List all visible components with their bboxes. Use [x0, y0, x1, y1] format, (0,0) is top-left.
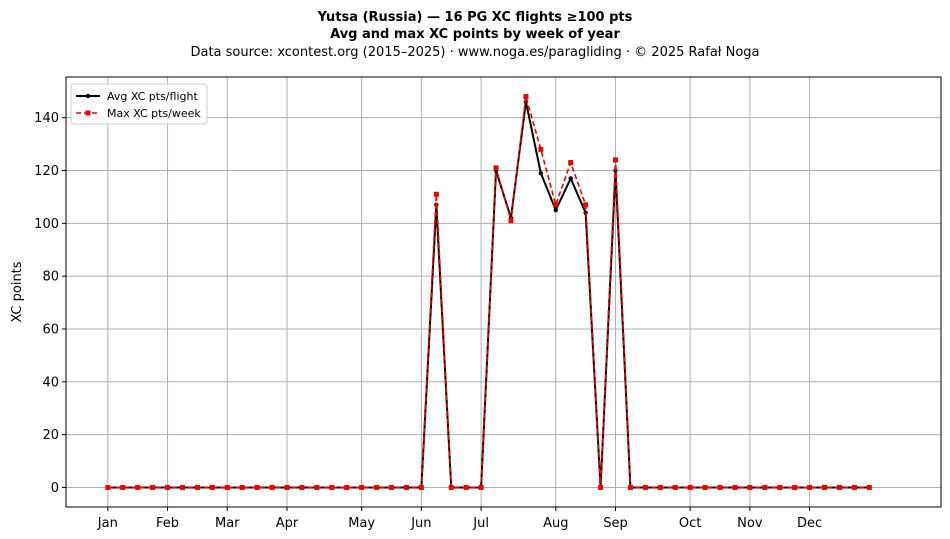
series-max-point	[777, 484, 783, 490]
x-tick-label: Jul	[472, 516, 489, 531]
series-max-point	[627, 484, 633, 490]
series-max-point	[418, 484, 424, 490]
series-max-point	[105, 484, 111, 490]
legend: Avg XC pts/flight Max XC pts/week	[70, 83, 208, 125]
x-tick-label: Mar	[215, 516, 240, 531]
series-max-point	[866, 484, 872, 490]
series-max-point	[657, 484, 663, 490]
series-max-point	[179, 484, 185, 490]
series-avg-point	[553, 207, 558, 213]
series-max-point	[269, 484, 275, 490]
series-max-point	[433, 191, 439, 197]
legend-max-label: Max XC pts/week	[107, 107, 201, 120]
x-tick-label: Sep	[603, 516, 628, 531]
series-max-point	[762, 484, 768, 490]
plot-frame	[65, 76, 942, 508]
chart-title-line-2: Avg and max XC points by week of year	[330, 27, 620, 42]
series-max-point	[374, 484, 380, 490]
y-tick-label: 20	[42, 428, 59, 443]
series-max-point	[508, 218, 514, 224]
series-max-line	[107, 95, 870, 489]
series-max-point	[583, 202, 589, 208]
series-avg-point	[538, 170, 544, 176]
series-max-point	[732, 484, 738, 490]
series-max-point	[523, 94, 529, 100]
series-avg-point	[568, 176, 573, 181]
x-tick-label: Apr	[276, 516, 299, 531]
series-max-point	[538, 146, 544, 152]
grid	[66, 77, 941, 507]
chart-title-line-1: Yutsa (Russia) — 16 PG XC flights ≥100 p…	[317, 10, 633, 25]
y-tick-label: 100	[34, 217, 59, 232]
y-axis: 0 20 40 60 80 100 120 140	[34, 111, 66, 496]
legend-avg-label: Avg XC pts/flight	[107, 90, 198, 103]
x-tick-label: Nov	[737, 516, 763, 531]
series-max-point	[165, 484, 171, 490]
series-max-point	[568, 160, 574, 166]
y-tick-label: 0	[51, 481, 59, 496]
series-max-point	[314, 484, 320, 490]
series-max-point	[299, 484, 305, 490]
series-max-point	[792, 484, 798, 490]
y-tick-label: 80	[42, 270, 59, 285]
legend-box	[70, 83, 208, 125]
series-max-point	[344, 484, 350, 490]
series-max-point	[642, 484, 648, 490]
x-tick-label: Jan	[97, 516, 118, 531]
legend-max-marker	[85, 110, 91, 116]
series-max-point	[194, 484, 200, 490]
x-tick-label: Oct	[679, 516, 701, 531]
series-max-point	[493, 165, 499, 171]
series-max-point	[598, 484, 604, 490]
x-tick-label: Feb	[156, 516, 179, 531]
series-max-point	[717, 484, 723, 490]
y-axis-label: XC points	[10, 261, 25, 322]
y-tick-label: 40	[42, 375, 59, 390]
series-max-point	[135, 484, 141, 490]
series-max-point	[224, 484, 230, 490]
y-tick-label: 120	[34, 164, 59, 179]
series-max-point	[389, 484, 395, 490]
x-tick-label: May	[348, 516, 375, 531]
series-max-point	[747, 484, 753, 490]
x-tick-label: Aug	[543, 516, 568, 531]
series-max-point	[836, 484, 842, 490]
series-max-point	[463, 484, 469, 490]
y-tick-label: 140	[34, 111, 59, 126]
x-tick-label: Dec	[797, 516, 822, 531]
series-max-point	[702, 484, 708, 490]
series-max-point	[120, 484, 126, 490]
y-tick-label: 60	[42, 322, 59, 337]
chart-subtitle: Data source: xcontest.org (2015–2025) · …	[190, 45, 759, 60]
series-max-point	[239, 484, 245, 490]
series-max-point	[403, 484, 409, 490]
x-tick-label: Jun	[410, 516, 431, 531]
series-max-point	[687, 484, 693, 490]
series-max-point	[150, 484, 156, 490]
series-avg-line	[107, 100, 870, 489]
series-max-point	[851, 484, 857, 490]
series-max-point	[284, 484, 290, 490]
series-max-point	[672, 484, 678, 490]
series-max-point	[209, 484, 215, 490]
x-axis: Jan Feb Mar Apr May Jun Jul Aug Sep Oct Nov Dec	[97, 507, 822, 531]
series-max-point	[478, 484, 484, 490]
series-max-point	[553, 202, 559, 208]
series-max-point	[822, 484, 828, 490]
series-max-point	[329, 484, 335, 490]
series-max-point	[612, 157, 618, 163]
series-max-point	[254, 484, 260, 490]
series-layer	[105, 94, 872, 490]
series-max-point	[359, 484, 365, 490]
series-max-point	[448, 484, 454, 490]
legend-avg-marker	[85, 93, 91, 99]
series-max-point	[807, 484, 813, 490]
